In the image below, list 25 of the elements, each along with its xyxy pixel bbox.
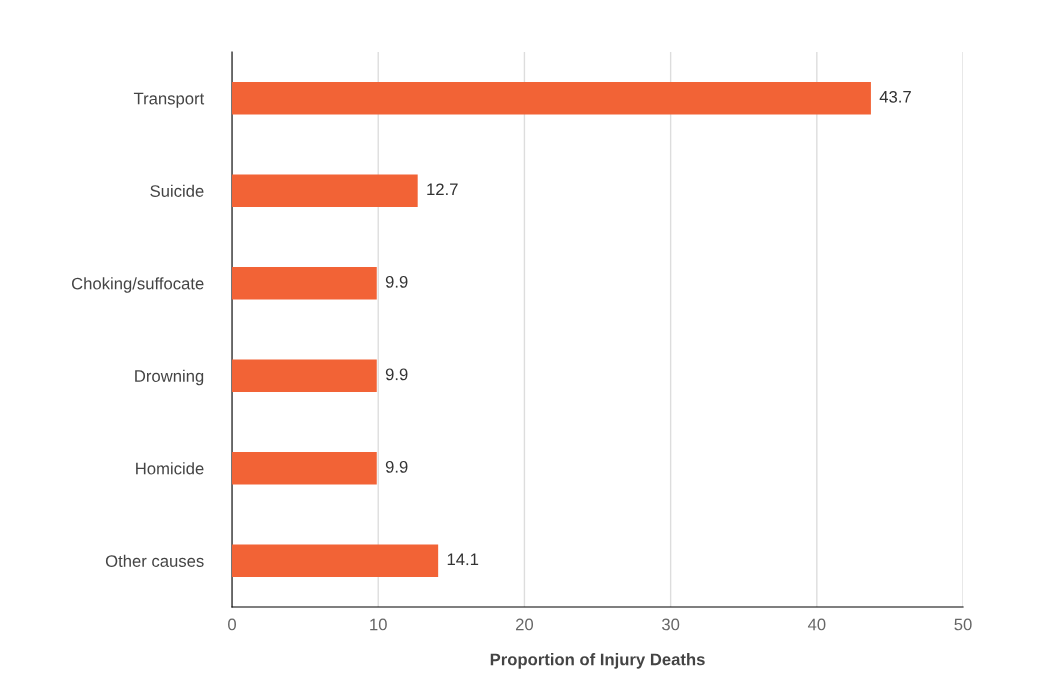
y-tick-label: Other causes xyxy=(105,554,204,567)
data-label: 9.9 xyxy=(385,460,408,473)
x-axis-title: Proportion of Injury Deaths xyxy=(490,653,705,669)
bar xyxy=(232,82,871,115)
x-tick-label: 20 xyxy=(515,618,534,631)
data-label: 12.7 xyxy=(427,183,458,196)
x-tick-label: 40 xyxy=(807,618,826,631)
data-label: 9.9 xyxy=(385,275,408,288)
y-tick-label: Choking/suffocate xyxy=(71,277,204,293)
bar xyxy=(232,359,377,392)
bar xyxy=(232,544,439,577)
bar xyxy=(232,452,377,485)
x-tick-label: 50 xyxy=(954,618,972,631)
x-tick-label: 0 xyxy=(228,618,236,631)
data-label: 43.7 xyxy=(879,90,911,103)
data-label: 14.1 xyxy=(447,553,479,566)
y-tick-label: Drowning xyxy=(135,369,204,386)
x-tick-label: 10 xyxy=(370,618,387,631)
x-tick-label: 30 xyxy=(661,618,680,631)
y-tick-label: Suicide xyxy=(150,184,204,197)
data-label: 9.9 xyxy=(385,368,408,381)
bar xyxy=(232,174,418,207)
bar xyxy=(232,267,377,300)
y-tick-label: Homicide xyxy=(136,462,204,475)
y-tick-label: Transport xyxy=(133,92,205,108)
